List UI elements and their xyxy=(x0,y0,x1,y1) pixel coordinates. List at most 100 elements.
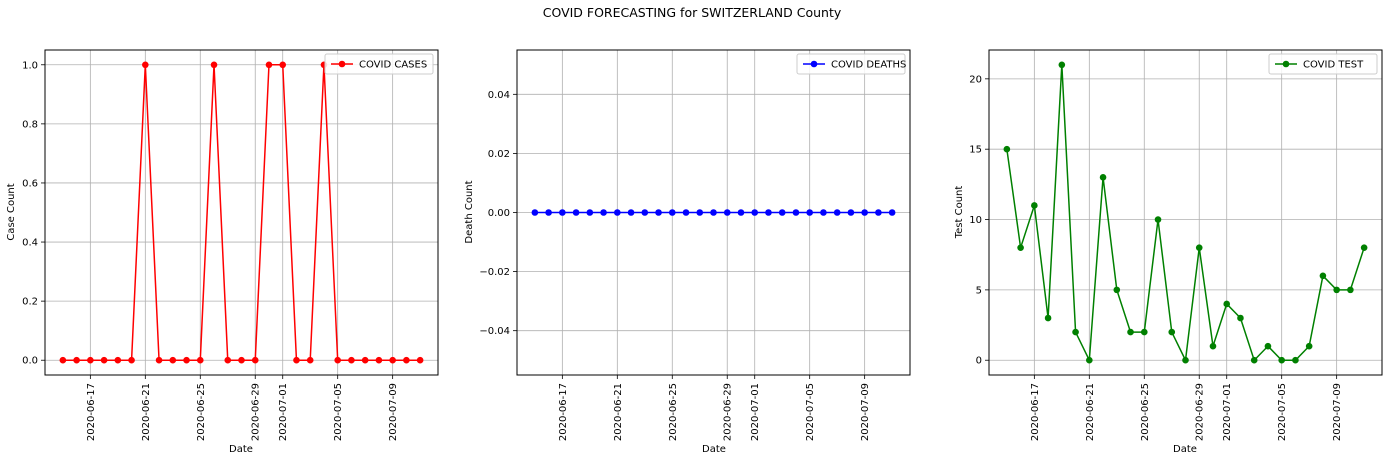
x-tick-label: 2020-06-21 xyxy=(613,383,624,441)
legend-swatch-marker xyxy=(1282,60,1290,68)
x-tick-label: 2020-06-21 xyxy=(141,383,152,441)
y-tick-label: 0.6 xyxy=(22,178,38,189)
data-point xyxy=(210,61,218,69)
x-tick-label: 2020-06-25 xyxy=(196,383,207,441)
plot-area-frame xyxy=(988,49,1383,376)
x-tick-label: 2020-06-17 xyxy=(86,383,97,441)
legend: COVID DEATHS xyxy=(796,53,906,75)
data-point xyxy=(196,356,204,364)
data-point xyxy=(73,356,80,364)
y-tick-label: 0.2 xyxy=(22,297,38,308)
data-point xyxy=(1347,286,1354,294)
data-point xyxy=(1305,342,1313,350)
data-point xyxy=(279,61,287,69)
data-point xyxy=(265,61,273,69)
data-point xyxy=(1360,244,1368,251)
x-tick-label: 2020-07-09 xyxy=(388,383,399,441)
y-tick-label: 5 xyxy=(976,285,982,296)
data-point xyxy=(1278,356,1285,364)
data-point xyxy=(1292,356,1299,364)
data-point xyxy=(600,209,607,216)
legend: COVID CASES xyxy=(324,53,434,75)
y-tick-label: −0.04 xyxy=(479,326,510,337)
data-point xyxy=(238,356,245,364)
data-point xyxy=(1195,244,1203,251)
x-tick-label: 2020-06-25 xyxy=(668,383,679,441)
data-point xyxy=(1072,328,1079,336)
y-tick-label: −0.02 xyxy=(479,267,510,278)
data-point xyxy=(792,209,800,216)
data-point xyxy=(1264,342,1272,350)
data-point xyxy=(710,209,717,216)
data-point xyxy=(861,209,868,216)
data-point xyxy=(334,356,341,364)
data-point xyxy=(183,356,190,364)
data-point xyxy=(306,356,314,364)
legend-frame xyxy=(796,53,906,75)
data-point xyxy=(375,356,383,364)
x-tick-label: 2020-06-17 xyxy=(1030,383,1041,441)
data-point xyxy=(1031,202,1038,209)
plot-area-frame xyxy=(44,49,439,376)
data-point xyxy=(765,209,772,216)
data-point xyxy=(87,356,94,364)
data-point xyxy=(833,209,841,216)
legend-swatch-marker xyxy=(810,60,818,68)
data-point xyxy=(361,356,369,364)
data-point xyxy=(114,356,122,364)
x-tick-label: 2020-06-25 xyxy=(1140,383,1151,441)
data-point xyxy=(847,209,855,216)
data-point xyxy=(1250,356,1258,364)
chart-covid-cases: 2020-06-17 2020-06-21 2020-06-25 2020-06-29… xyxy=(6,49,439,455)
data-point xyxy=(389,356,396,364)
data-point xyxy=(1044,314,1052,322)
data-point xyxy=(1140,328,1148,336)
data-point xyxy=(1127,328,1134,336)
data-point xyxy=(1058,61,1066,69)
y-tick-label: 20 xyxy=(969,74,982,85)
data-point xyxy=(1017,244,1024,251)
data-point xyxy=(293,356,300,364)
data-point xyxy=(531,209,539,216)
data-point xyxy=(1003,145,1011,153)
y-axis-label: Test Count xyxy=(954,186,965,240)
data-point xyxy=(1154,216,1162,223)
legend-frame xyxy=(324,53,434,75)
data-point xyxy=(545,209,552,216)
data-point xyxy=(169,356,177,364)
figure-title: COVID FORECASTING for SWITZERLAND County xyxy=(543,5,842,20)
data-point xyxy=(1209,342,1217,350)
legend-label: COVID CASES xyxy=(359,60,427,71)
data-point xyxy=(1086,356,1093,364)
data-point xyxy=(224,356,232,364)
x-tick-label: 2020-07-01 xyxy=(278,383,289,441)
data-point xyxy=(723,209,731,216)
data-point xyxy=(655,209,662,216)
series-line xyxy=(1006,64,1365,364)
legend-swatch-marker xyxy=(338,60,346,68)
data-point xyxy=(251,356,259,364)
y-axis-label: Death Count xyxy=(464,180,475,243)
data-point xyxy=(1113,286,1121,294)
data-point xyxy=(572,209,580,216)
legend: COVID TEST xyxy=(1268,53,1378,75)
x-tick-label: 2020-06-17 xyxy=(558,383,569,441)
data-point xyxy=(1237,314,1244,322)
data-point xyxy=(737,209,745,216)
chart-covid-deaths: 2020-06-17 2020-06-21 2020-06-25 2020-06-29… xyxy=(464,49,911,455)
y-tick-label: 0.04 xyxy=(488,90,510,101)
x-tick-label: 2020-07-09 xyxy=(860,383,871,441)
y-tick-label: 0.02 xyxy=(488,149,510,160)
data-point xyxy=(142,61,149,69)
data-point xyxy=(875,209,882,216)
data-point xyxy=(627,209,635,216)
data-point xyxy=(416,356,424,364)
data-point xyxy=(751,209,759,216)
x-tick-label: 2020-07-09 xyxy=(1332,383,1343,441)
legend-label: COVID DEATHS xyxy=(831,60,906,71)
y-tick-label: 0.00 xyxy=(488,208,510,219)
data-point xyxy=(403,356,410,364)
y-tick-label: 0.8 xyxy=(22,119,38,130)
